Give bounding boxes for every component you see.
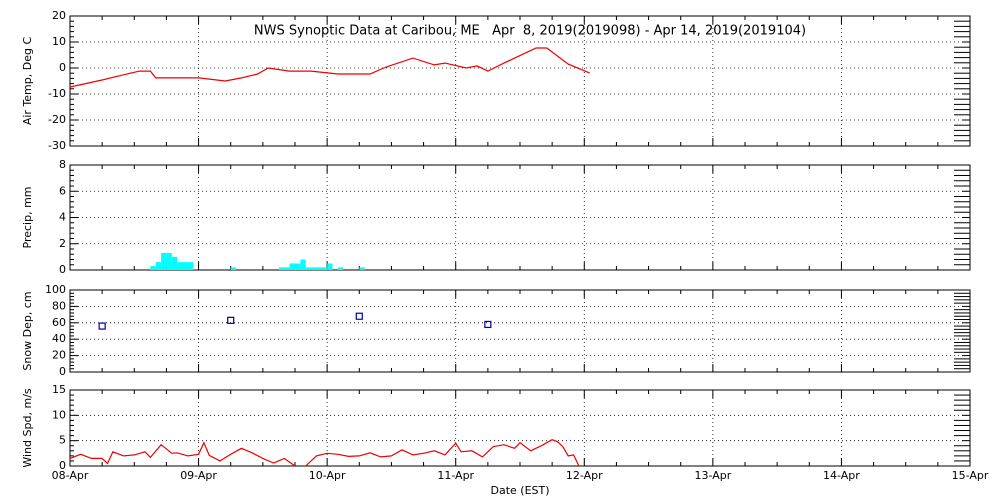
y-tick-label: 100 <box>45 283 66 296</box>
y-tick-label: -20 <box>48 113 66 126</box>
bar <box>327 263 333 270</box>
bar <box>359 267 365 270</box>
bar <box>150 266 156 270</box>
bar <box>161 252 167 270</box>
y-tick-label: 8 <box>59 158 66 171</box>
x-axis-label: Date (EST) <box>490 484 549 497</box>
data-line <box>69 439 580 467</box>
panel-frame <box>69 389 971 467</box>
x-tick-label: 13-Apr <box>694 469 731 482</box>
bar <box>305 267 312 270</box>
y-tick-label: 20 <box>52 349 66 362</box>
y-tick-label: 0 <box>59 263 66 276</box>
x-tick-label: 10-Apr <box>309 469 346 482</box>
y-tick-label: 4 <box>59 211 66 224</box>
bar <box>278 267 285 270</box>
y-tick-label: 10 <box>52 408 66 421</box>
x-tick-label: 12-Apr <box>566 469 603 482</box>
y-tick-label: 20 <box>52 9 66 22</box>
bar <box>155 262 162 270</box>
bar <box>182 262 188 270</box>
y-axis-label: Wind Spd, m/s <box>21 388 34 468</box>
bar <box>316 267 322 270</box>
y-axis-label: Air Temp, Deg C <box>21 37 34 126</box>
y-tick-label: -10 <box>48 87 66 100</box>
bar <box>289 263 295 270</box>
y-axis-label: Precip, mm <box>21 187 34 249</box>
bar <box>171 256 178 270</box>
x-tick-label: 08-Apr <box>52 469 89 482</box>
bar <box>295 263 301 270</box>
bar <box>166 252 172 270</box>
y-tick-label: 15 <box>52 383 66 396</box>
point <box>484 320 492 329</box>
y-tick-label: 60 <box>52 316 66 329</box>
bar <box>311 267 317 270</box>
y-tick-label: 2 <box>59 237 66 250</box>
panel-frame <box>69 289 971 373</box>
bar <box>321 267 328 270</box>
y-tick-label: 0 <box>59 365 66 378</box>
point <box>355 312 363 320</box>
point <box>98 322 106 330</box>
bar <box>284 267 290 270</box>
y-tick-label: 80 <box>52 299 66 312</box>
y-axis-label: Snow Dep, cm <box>21 291 34 370</box>
y-tick-label: 0 <box>59 61 66 74</box>
bar <box>337 267 344 270</box>
bar <box>300 259 306 270</box>
y-tick-label: 6 <box>59 184 66 197</box>
bar <box>177 262 183 270</box>
chart-title: NWS Synoptic Data at Caribou, ME Apr 8, … <box>254 24 806 39</box>
point <box>227 316 235 324</box>
x-tick-label: 14-Apr <box>823 469 860 482</box>
y-tick-label: 40 <box>52 332 66 345</box>
bar <box>230 267 237 270</box>
bar <box>187 262 194 270</box>
x-tick-label: 11-Apr <box>437 469 474 482</box>
y-tick-label: 10 <box>52 35 66 48</box>
y-tick-label: 5 <box>59 434 66 447</box>
y-tick-label: 0 <box>59 459 66 472</box>
x-tick-label: 09-Apr <box>180 469 217 482</box>
y-tick-label: -30 <box>48 139 66 152</box>
data-line <box>69 47 590 88</box>
x-tick-label: 15-Apr <box>952 469 989 482</box>
